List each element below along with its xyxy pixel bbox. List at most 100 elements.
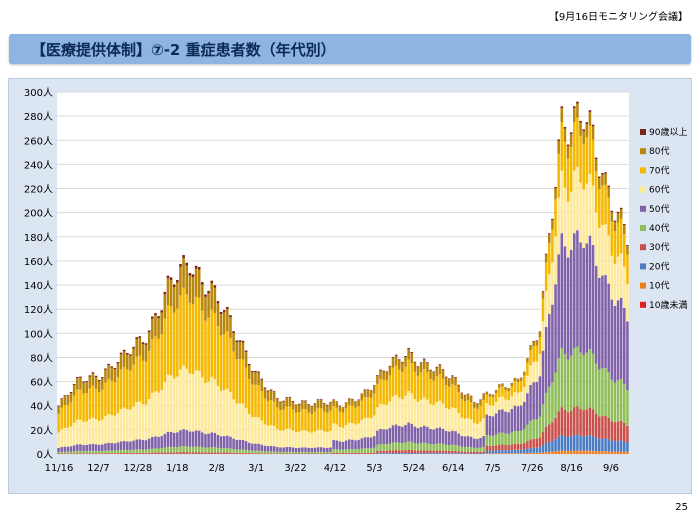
bar-segment (391, 367, 395, 397)
bar-segment (288, 397, 292, 407)
bar-segment (579, 242, 582, 353)
bar-segment (79, 450, 82, 454)
bar-segment (507, 450, 510, 454)
bar-segment (488, 450, 492, 454)
bar-segment (238, 439, 242, 450)
bar-segment (322, 453, 326, 454)
bar-segment (310, 414, 314, 433)
bar-segment (241, 403, 245, 440)
bar-segment (194, 370, 198, 431)
bar-segment (616, 256, 620, 301)
bar-segment (419, 443, 423, 451)
bar-segment (354, 449, 357, 453)
bar-segment (401, 362, 404, 372)
bar-segment (498, 409, 501, 433)
bar-segment (104, 415, 107, 444)
bar-segment (438, 400, 442, 428)
bar-segment (160, 448, 163, 453)
bar-segment (201, 284, 204, 311)
bar-segment (557, 153, 560, 198)
bar-segment (107, 450, 110, 454)
bar-segment (366, 389, 370, 391)
bar-segment (432, 453, 435, 454)
bar-segment (479, 453, 482, 454)
y-tick-label: 60人 (30, 377, 53, 389)
bar-segment (63, 453, 67, 454)
bar-segment (569, 132, 573, 134)
bar-segment (604, 172, 607, 174)
bar-segment (626, 283, 629, 322)
bar-segment (513, 378, 517, 382)
bar-segment (479, 421, 482, 438)
bar-segment (573, 106, 576, 109)
bar-segment (601, 451, 604, 454)
bar-segment (129, 409, 132, 442)
bar-segment (476, 447, 479, 452)
bar-segment (213, 432, 217, 448)
bar-segment (388, 453, 392, 454)
bar-segment (185, 294, 188, 369)
bar-segment (176, 279, 179, 283)
bar-segment (394, 424, 398, 443)
bar-segment (219, 448, 223, 453)
bar-segment (119, 449, 123, 453)
bar-segment (257, 371, 260, 373)
bar-segment (282, 447, 285, 452)
bar-segment (182, 365, 185, 430)
bar-segment (388, 375, 392, 402)
bar-segment (607, 235, 610, 284)
bar-segment (322, 403, 326, 404)
bar-segment (413, 399, 417, 427)
bar-segment (251, 417, 254, 444)
bar-segment (507, 453, 510, 454)
bar-segment (319, 429, 323, 448)
bar-segment (626, 390, 629, 426)
bar-segment (91, 372, 95, 374)
bar-segment (235, 439, 239, 450)
bar-segment (385, 404, 389, 430)
bar-segment (101, 419, 104, 445)
bar-segment (285, 406, 289, 429)
bar-segment (282, 451, 285, 454)
bar-segment (510, 383, 514, 387)
bar-segment (569, 133, 573, 147)
bar-segment (388, 443, 392, 451)
bar-segment (294, 452, 298, 454)
bar-segment (69, 402, 73, 427)
bar-segment (579, 122, 582, 136)
bar-segment (519, 381, 523, 392)
legend-label: 90歳以上 (649, 126, 687, 138)
bar-segment (272, 453, 276, 454)
bar-segment (513, 405, 517, 431)
bar-segment (185, 446, 188, 453)
bar-segment (132, 449, 135, 453)
bar-segment (176, 282, 179, 309)
bar-segment (388, 365, 392, 367)
bar-segment (582, 450, 585, 454)
bar-segment (291, 409, 295, 431)
bar-segment (310, 406, 314, 415)
bar-segment (276, 407, 279, 430)
bar-segment (451, 376, 454, 384)
bar-segment (391, 357, 395, 359)
bar-segment (257, 417, 260, 444)
bar-segment (79, 453, 82, 454)
bar-segment (538, 336, 542, 355)
bar-segment (188, 431, 192, 447)
bar-segment (563, 246, 567, 355)
bar-segment (263, 451, 267, 454)
bar-segment (110, 450, 113, 454)
bar-segment (479, 400, 482, 406)
bar-segment (116, 363, 120, 378)
bar-segment (260, 444, 264, 451)
bar-segment (126, 452, 129, 454)
bar-segment (222, 312, 226, 334)
bar-segment (554, 198, 557, 237)
bar-segment (291, 430, 295, 448)
bar-segment (432, 444, 435, 451)
bar-segment (379, 443, 382, 451)
bar-segment (473, 402, 476, 408)
bar-segment (610, 440, 614, 452)
bar-segment (276, 453, 279, 454)
bar-segment (548, 441, 551, 452)
